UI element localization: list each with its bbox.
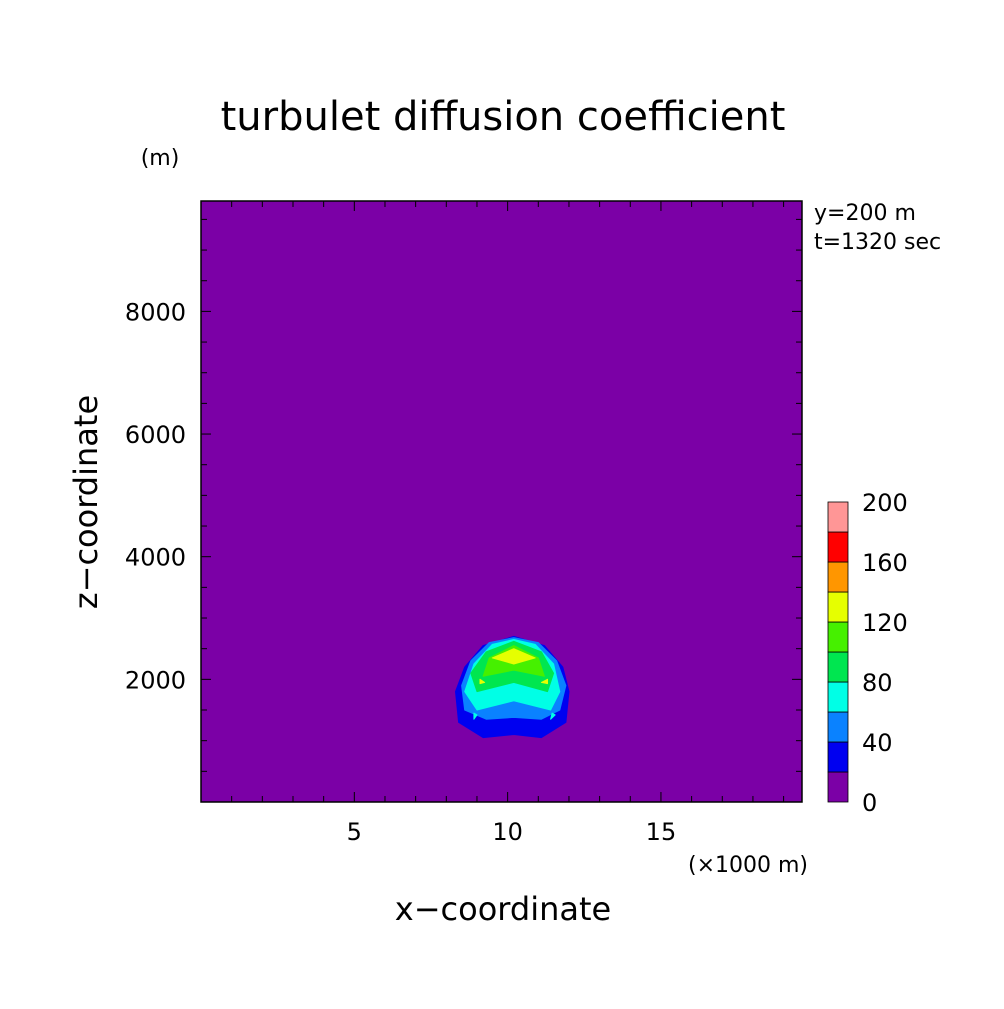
x-tick-label: 10 xyxy=(492,818,523,846)
annotation-y: y=200 m xyxy=(814,201,916,226)
colorbar-swatch xyxy=(827,621,849,653)
x-tick-label: 15 xyxy=(646,818,677,846)
colorbar-label: 80 xyxy=(862,669,893,697)
colorbar-label: 0 xyxy=(862,789,877,817)
x-tick-labels: 5 10 15 xyxy=(347,818,677,846)
y-tick-label: 6000 xyxy=(125,421,186,449)
plot-frame xyxy=(200,200,803,803)
colorbar-label: 200 xyxy=(862,489,908,517)
x-unit-label: (×1000 m) xyxy=(688,853,808,878)
y-tick-label: 4000 xyxy=(125,544,186,572)
x-axis-label: x−coordinate xyxy=(395,890,611,928)
colorbar-swatch xyxy=(827,501,849,533)
colorbar-label: 40 xyxy=(862,729,893,757)
annotation-t: t=1320 sec xyxy=(814,230,941,255)
y-axis-label: z−coordinate xyxy=(67,395,105,609)
colorbar-labels: 0 40 80 120 160 200 xyxy=(862,489,908,817)
contour-region-60-80 xyxy=(550,712,556,720)
y-tick-label: 8000 xyxy=(125,298,186,326)
y-unit-label: (m) xyxy=(141,146,180,171)
y-tick-label: 2000 xyxy=(125,666,186,694)
contour-region-60-80 xyxy=(473,712,478,720)
colorbar-swatch xyxy=(827,741,849,773)
contour-region-120-140 xyxy=(479,678,486,685)
x-tick-label: 5 xyxy=(347,818,362,846)
colorbar-swatch xyxy=(827,531,849,563)
contour-regions xyxy=(455,635,570,739)
colorbar-label: 160 xyxy=(862,549,908,577)
colorbar-swatch xyxy=(827,771,849,803)
colorbar-label: 120 xyxy=(862,609,908,637)
y-tick-labels: 2000 4000 6000 8000 xyxy=(125,298,186,694)
colorbar-swatch xyxy=(827,591,849,623)
chart-title: turbulet diffusion coefficient xyxy=(221,94,786,140)
contour-region-120-140 xyxy=(540,678,548,685)
axis-ticks xyxy=(201,201,802,802)
colorbar-swatch xyxy=(827,711,849,743)
colorbar-swatch xyxy=(827,681,849,713)
colorbar-swatch xyxy=(827,561,849,593)
colorbar xyxy=(827,501,849,803)
contour-region-120-140 xyxy=(491,648,536,665)
colorbar-swatch xyxy=(827,651,849,683)
